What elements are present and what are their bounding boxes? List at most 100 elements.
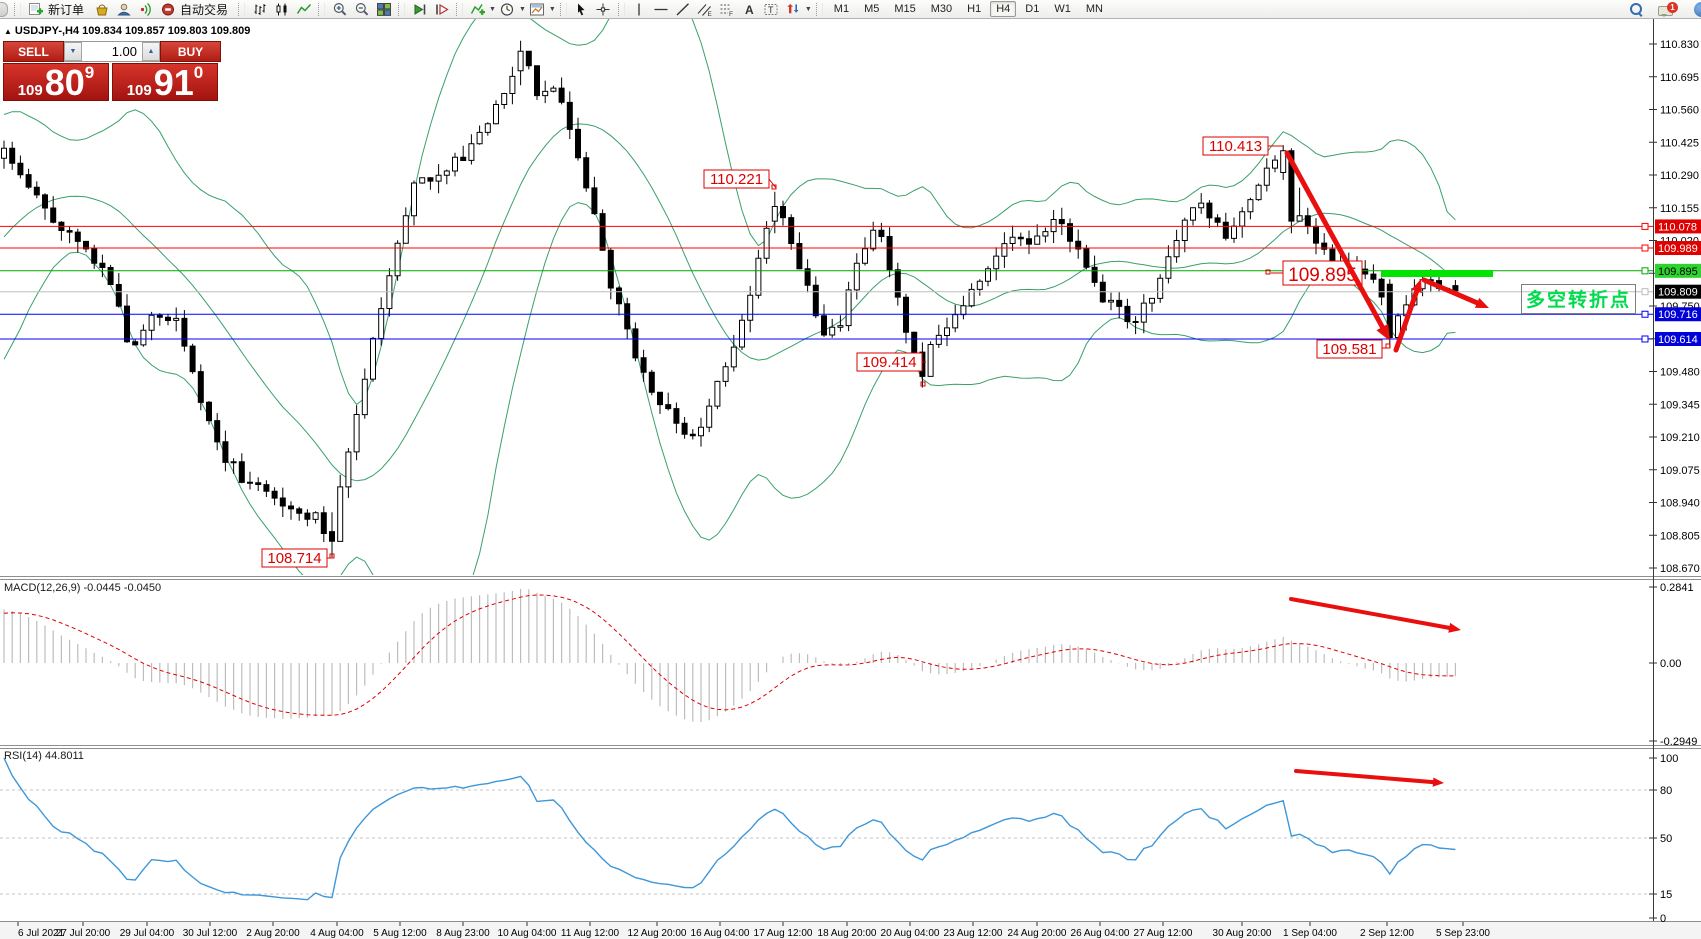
indicators-icon[interactable] — [467, 1, 488, 17]
arrows-dropdown-icon[interactable]: ▼ — [804, 5, 812, 13]
one-click-trade-panel: SELL ▼ 1.00 ▲ BUY 109 80 9 109 91 0 — [3, 41, 221, 101]
price-annotation-label[interactable]: 109.581 — [1316, 339, 1391, 359]
price-annotation-label[interactable]: 110.413 — [1202, 136, 1283, 156]
level-line-anchor[interactable] — [1641, 267, 1649, 275]
sell-price-small: 109 — [17, 82, 43, 99]
time-axis-strip[interactable] — [0, 922, 1701, 939]
timeframe-m30[interactable]: M30 — [930, 3, 953, 15]
svg-text:108.714: 108.714 — [267, 550, 321, 567]
svg-text:4 Aug 04:00: 4 Aug 04:00 — [310, 928, 364, 939]
svg-text:A: A — [745, 3, 754, 17]
timeframe-m5[interactable]: M5 — [864, 3, 880, 15]
price-annotation-label[interactable]: 110.221 — [703, 169, 777, 190]
timeframe-m15[interactable]: M15 — [894, 3, 916, 15]
svg-text:110.413: 110.413 — [1209, 138, 1262, 155]
auto-trading-label[interactable]: 自动交易 — [180, 2, 229, 17]
support-zone-highlight[interactable] — [1381, 270, 1493, 277]
rsi-panel[interactable] — [0, 757, 1653, 901]
level-line-anchor[interactable] — [1641, 310, 1649, 318]
svg-text:0.00: 0.00 — [1660, 658, 1681, 670]
new-order-label[interactable]: 新订单 — [48, 2, 85, 17]
svg-text:109.716: 109.716 — [1658, 309, 1698, 321]
svg-text:50: 50 — [1660, 833, 1672, 845]
text-icon[interactable]: A — [739, 1, 760, 17]
tile-windows-icon[interactable] — [373, 1, 394, 17]
new-order-icon[interactable] — [25, 1, 46, 17]
macd-panel[interactable] — [3, 589, 1456, 723]
timeframe-w1[interactable]: W1 — [1054, 3, 1071, 15]
svg-text:17 Aug 12:00: 17 Aug 12:00 — [754, 928, 813, 939]
macd-axis[interactable]: 0.2841 0.00 -0.2949 — [1649, 582, 1697, 748]
periods-dropdown-icon[interactable]: ▼ — [518, 5, 526, 13]
styler-icon[interactable] — [91, 1, 112, 17]
arrows-icon[interactable] — [783, 1, 804, 17]
auto-trading-icon[interactable] — [157, 1, 178, 17]
text-label-icon[interactable]: T — [761, 1, 782, 17]
zoom-out-icon[interactable] — [351, 1, 372, 17]
svg-text:30 Jul 12:00: 30 Jul 12:00 — [183, 928, 238, 939]
volume-up-button[interactable]: ▲ — [142, 42, 160, 61]
line-chart-icon[interactable] — [293, 1, 314, 17]
svg-text:12 Aug 20:00: 12 Aug 20:00 — [628, 928, 687, 939]
vertical-line-icon[interactable] — [629, 1, 650, 17]
indicators-dropdown-icon[interactable]: ▼ — [489, 5, 496, 13]
trendline-icon[interactable] — [673, 1, 694, 17]
profile-icon[interactable] — [113, 1, 134, 17]
sell-button[interactable]: SELL — [3, 41, 64, 62]
toolbar-separator — [238, 2, 246, 16]
horizontal-line-icon[interactable] — [651, 1, 672, 17]
timeframe-m1[interactable]: M1 — [833, 3, 850, 15]
svg-text:5 Aug 12:00: 5 Aug 12:00 — [373, 928, 427, 939]
level-line-anchor[interactable] — [1641, 222, 1649, 230]
annotation-note[interactable]: 多空转折点 — [1521, 284, 1637, 314]
chat-icon[interactable]: 1 — [1658, 1, 1678, 17]
timeframe-d1[interactable]: D1 — [1025, 3, 1040, 15]
chart-title-text: USDJPY-,H4 109.834 109.857 109.803 109.8… — [14, 25, 251, 37]
signals-icon[interactable] — [135, 1, 156, 17]
price-annotation-label[interactable]: 109.414 — [856, 352, 926, 387]
trend-arrows[interactable] — [1284, 150, 1489, 787]
rsi-axis[interactable]: 100 80 50 15 0 — [1649, 753, 1678, 925]
price-axis[interactable]: 110.830 110.695 110.560 110.425 110.290 110.1… — [1649, 39, 1701, 575]
timeframe-h4[interactable]: H4 — [990, 1, 1017, 17]
svg-text:109.210: 109.210 — [1660, 432, 1700, 444]
timeframe-h1[interactable]: H1 — [967, 3, 982, 15]
periods-icon[interactable] — [497, 1, 518, 17]
volume-value[interactable]: 1.00 — [82, 42, 142, 61]
price-badge: 109.716 — [1655, 307, 1701, 322]
search-icon[interactable] — [1630, 3, 1643, 17]
cursor-icon[interactable] — [571, 1, 592, 17]
sell-price-panel[interactable]: 109 80 9 — [3, 63, 109, 101]
toolbar-separator — [318, 2, 326, 16]
level-line-anchor[interactable] — [1641, 244, 1649, 252]
buy-price-panel[interactable]: 109 91 0 — [112, 63, 218, 101]
toolbar-separator — [617, 2, 625, 16]
level-line-anchor[interactable] — [1641, 288, 1649, 296]
buy-button[interactable]: BUY — [160, 41, 221, 62]
volume-down-button[interactable]: ▼ — [64, 42, 82, 61]
community-icon[interactable] — [1694, 1, 1701, 17]
price-annotation-label[interactable]: 108.714 — [261, 548, 335, 568]
timeframe-mn[interactable]: MN — [1085, 3, 1103, 15]
candle-chart-icon[interactable] — [271, 1, 292, 17]
level-line-anchor[interactable] — [1641, 335, 1649, 343]
collapse-marker-icon[interactable]: ▲ — [4, 27, 12, 36]
bearish-candles — [9, 50, 1459, 542]
templates-icon[interactable] — [527, 1, 548, 17]
crosshair-icon[interactable] — [593, 1, 614, 17]
svg-text:10 Aug 04:00: 10 Aug 04:00 — [498, 928, 557, 939]
auto-scroll-icon[interactable] — [409, 1, 430, 17]
price-annotation-label[interactable]: 109.895 — [1265, 260, 1363, 286]
zoom-in-icon[interactable] — [329, 1, 350, 17]
main-chart-panel[interactable] — [0, 0, 1653, 655]
chart-shift-icon[interactable] — [431, 1, 452, 17]
sell-price-big: 80 — [44, 62, 85, 104]
price-badge: 110.078 — [1655, 219, 1701, 234]
toolbar: 新订单 自动交易 ▼ ▼ ▼ E F A T ▼ M1 M5 M15 M30 H1 H4 D1 W1 MN 1 — [0, 0, 1701, 19]
equidistant-channel-icon[interactable]: E — [695, 1, 716, 17]
templates-dropdown-icon[interactable]: ▼ — [548, 5, 556, 13]
bar-chart-icon[interactable] — [249, 1, 270, 17]
fibonacci-icon[interactable]: F — [717, 1, 738, 17]
